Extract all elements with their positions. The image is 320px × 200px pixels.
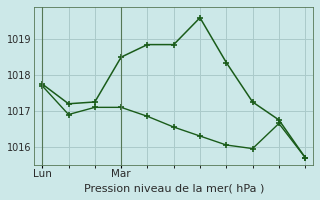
X-axis label: Pression niveau de la mer( hPa ): Pression niveau de la mer( hPa )	[84, 183, 264, 193]
